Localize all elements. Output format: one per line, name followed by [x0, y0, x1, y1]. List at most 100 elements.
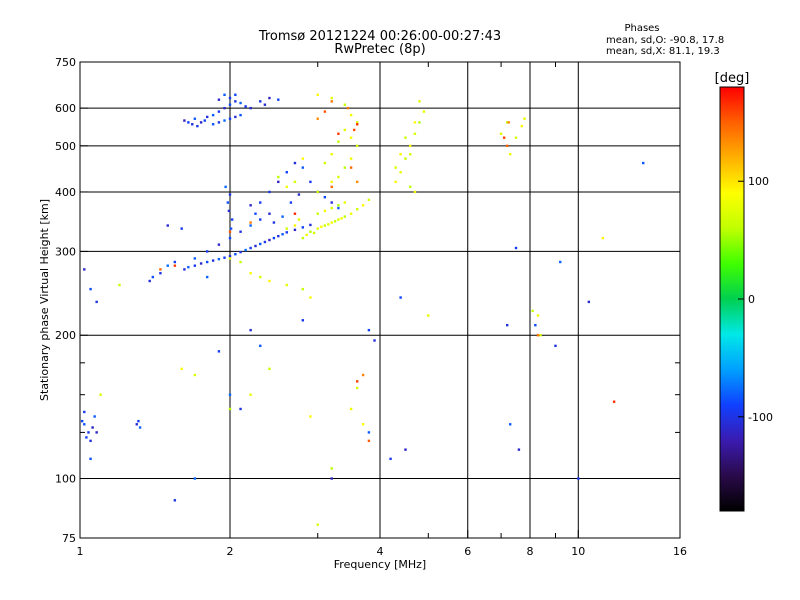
data-point [355, 121, 359, 124]
y-tick-label: 400 [55, 186, 76, 199]
data-point [301, 157, 305, 160]
data-point [285, 231, 288, 234]
data-point [301, 226, 305, 229]
data-point [289, 201, 293, 204]
data-point [337, 218, 340, 221]
data-point [277, 234, 280, 238]
data-point [135, 423, 138, 426]
data-point [323, 110, 327, 113]
data-point [187, 121, 190, 124]
data-point [312, 231, 316, 235]
data-point [413, 190, 417, 194]
data-point [217, 243, 221, 246]
data-point [244, 248, 247, 252]
data-point [259, 201, 262, 204]
data-point [612, 400, 616, 403]
data-point [234, 100, 237, 103]
data-point [234, 93, 237, 96]
data-point [281, 233, 284, 236]
data-point [173, 260, 177, 264]
data-point [234, 252, 237, 256]
data-point [268, 238, 271, 242]
data-point [502, 136, 506, 139]
y-tick-label: 75 [62, 532, 76, 545]
data-point [534, 323, 537, 327]
data-point [367, 431, 371, 434]
data-point [187, 265, 190, 269]
phases-mean-x: mean, sd,X: 81.1, 19.3 [606, 46, 720, 57]
data-point [323, 209, 327, 213]
data-point [199, 121, 203, 124]
data-point [193, 257, 197, 260]
data-point [228, 193, 232, 196]
data-point [309, 223, 312, 227]
data-point [226, 201, 230, 204]
data-point [316, 227, 319, 230]
data-point [394, 180, 397, 184]
data-point [399, 171, 402, 174]
data-point [249, 221, 252, 224]
data-point [367, 198, 371, 202]
x-tick-label: 2 [227, 545, 234, 558]
data-point [234, 115, 237, 119]
data-point [83, 423, 86, 426]
data-point [259, 218, 262, 221]
data-point [89, 287, 92, 291]
x-tick-label: 1 [77, 545, 84, 558]
data-point [413, 132, 417, 135]
data-point [223, 93, 226, 96]
data-point [249, 393, 252, 396]
x-tick-label: 10 [571, 545, 585, 558]
data-point [166, 264, 169, 267]
data-point [249, 272, 252, 275]
data-point [323, 224, 327, 227]
data-point [309, 296, 312, 299]
data-point [316, 190, 319, 194]
data-point [293, 180, 297, 184]
data-point [228, 257, 232, 260]
data-point [272, 236, 276, 240]
data-point [352, 128, 356, 132]
data-point [514, 136, 518, 139]
data-point [355, 180, 359, 184]
data-point [394, 166, 397, 169]
data-point [199, 262, 203, 265]
data-point [330, 221, 333, 224]
y-tick-label: 600 [55, 102, 76, 115]
data-point [254, 244, 257, 248]
data-point [239, 407, 242, 411]
data-point [205, 115, 209, 119]
data-point [316, 117, 319, 120]
data-point [239, 101, 242, 105]
data-point [355, 207, 359, 211]
data-point [349, 166, 353, 169]
data-point [404, 157, 407, 160]
data-point [404, 448, 407, 451]
data-point [193, 117, 197, 120]
y-tick-label: 500 [55, 140, 76, 153]
data-point [427, 314, 430, 317]
x-tick-label: 6 [464, 545, 471, 558]
data-point [228, 255, 232, 258]
data-point [367, 439, 371, 443]
data-point [138, 426, 142, 429]
colorbar-tick-label: 0 [748, 293, 755, 306]
data-point [249, 204, 252, 207]
data-point [337, 206, 340, 210]
data-point [399, 153, 402, 156]
data-point [337, 204, 340, 207]
data-point [320, 225, 323, 228]
data-point [259, 242, 262, 246]
data-point [83, 410, 86, 414]
data-point [95, 300, 98, 304]
data-point [166, 224, 169, 227]
data-point [89, 439, 92, 443]
data-point [228, 393, 232, 396]
data-point [259, 344, 262, 348]
phases-mean-o: mean, sd,O: -90.8, 17.8 [606, 35, 724, 46]
data-point [268, 190, 271, 194]
data-point [263, 103, 267, 106]
x-tick-label: 8 [527, 545, 534, 558]
data-point [316, 93, 319, 96]
